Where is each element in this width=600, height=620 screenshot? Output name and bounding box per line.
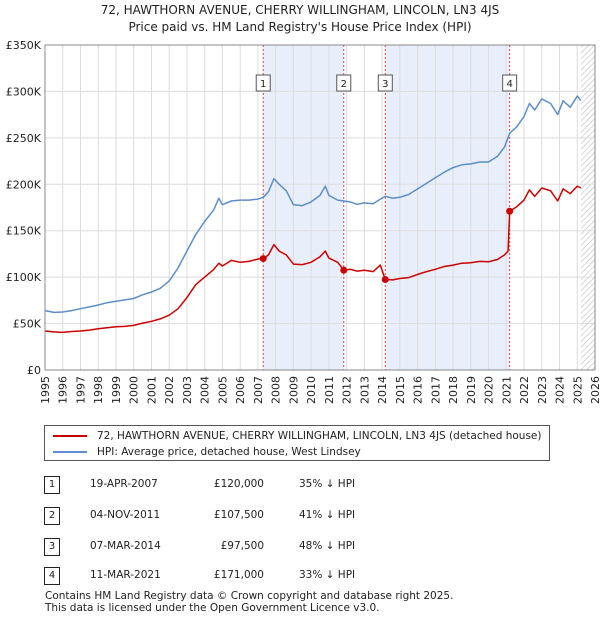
legend-swatch-property [53,435,87,437]
y-tick-label: £350K [6,39,42,52]
x-tick-label: 1996 [57,376,70,404]
forecast-hatch [580,45,595,370]
x-tick-label: 1997 [75,376,88,404]
transaction-hpi: 35% ↓ HPI [299,478,356,490]
x-tick-label: 2004 [199,376,212,404]
property-price-line [44,185,582,334]
footer-line-1: Contains HM Land Registry data © Crown c… [45,590,454,602]
x-tick-label: 2001 [146,376,159,404]
x-tick-label: 2020 [483,376,496,404]
transaction-price: £107,500 [213,509,264,521]
transaction-row-1: 1 19-APR-2007 £120,000 35% ↓ HPI [44,476,464,498]
transaction-number: 4 [44,567,60,585]
plot-frame [44,44,596,371]
x-tick-label: 2010 [305,376,318,404]
transaction-number: 2 [44,507,60,525]
y-tick-label: £300K [6,85,42,98]
x-tick-label: 2019 [465,376,478,404]
transaction-price: £171,000 [213,569,264,581]
x-tick-label: 2025 [571,376,584,404]
x-tick-label: 2012 [341,376,354,404]
transaction-date: 11-MAR-2021 [90,569,161,581]
x-tick-label: 2026 [589,376,600,404]
x-tick-label: 2011 [323,376,336,404]
legend-label-hpi: HPI: Average price, detached house, West… [97,446,361,458]
transaction-number: 1 [44,476,60,494]
x-tick-label: 2015 [394,376,407,404]
transaction-number: 3 [44,538,60,556]
x-tick-label: 1995 [39,376,52,404]
sale-marker-box [255,74,271,92]
chart-title-line2: Price paid vs. HM Land Registry's House … [128,20,471,34]
sale-marker-box [336,74,352,92]
x-tick-label: 2002 [163,376,176,404]
sale-marker-label: 1 [260,79,266,90]
price-chart: 72, HAWTHORN AVENUE, CHERRY WILLINGHAM, … [6,3,600,404]
footer-line-2: This data is licensed under the Open Gov… [45,602,380,614]
chart-title-line1: 72, HAWTHORN AVENUE, CHERRY WILLINGHAM, … [101,3,500,17]
sale-point [259,255,267,263]
x-tick-label: 2013 [358,376,371,404]
x-tick-label: 2014 [376,376,389,404]
x-tick-label: 2007 [252,376,265,404]
x-tick-label: 2017 [429,376,442,404]
sale-marker-box [377,74,393,92]
legend-item-hpi: HPI: Average price, detached house, West… [53,444,361,460]
y-tick-label: £250K [6,132,42,145]
x-tick-label: 1998 [92,376,105,404]
legend-swatch-hpi [53,451,87,453]
y-tick-label: £150K [6,225,42,238]
x-tick-label: 2006 [234,376,247,404]
transaction-price: £120,000 [213,478,264,490]
ownership-shading [263,45,344,370]
legend-label-property: 72, HAWTHORN AVENUE, CHERRY WILLINGHAM, … [97,430,542,442]
transaction-hpi: 41% ↓ HPI [299,509,356,521]
sale-marker-box [502,74,518,92]
transaction-row-4: 4 11-MAR-2021 £171,000 33% ↓ HPI [44,567,464,589]
sale-marker-label: 2 [341,79,347,90]
x-tick-label: 2003 [181,376,194,404]
x-tick-label: 2008 [270,376,283,404]
legend: 72, HAWTHORN AVENUE, CHERRY WILLINGHAM, … [44,425,550,461]
y-tick-label: £200K [6,178,42,191]
transaction-hpi: 48% ↓ HPI [299,540,356,552]
hpi-line [44,95,582,314]
transaction-hpi: 33% ↓ HPI [299,569,356,581]
transaction-row-3: 3 07-MAR-2014 £97,500 48% ↓ HPI [44,538,464,560]
sale-marker-label: 3 [382,79,388,90]
legend-item-property: 72, HAWTHORN AVENUE, CHERRY WILLINGHAM, … [53,428,541,444]
y-tick-label: £0 [27,364,41,377]
x-tick-label: 2021 [500,376,513,404]
sale-point [381,275,389,283]
transaction-row-2: 2 04-NOV-2011 £107,500 41% ↓ HPI [44,507,464,529]
sale-point [340,266,348,274]
x-tick-label: 2016 [412,376,425,404]
x-tick-label: 2009 [287,376,300,404]
x-tick-label: 2023 [536,376,549,404]
transaction-date: 04-NOV-2011 [90,509,161,521]
transaction-date: 19-APR-2007 [90,478,158,490]
ownership-shading [385,45,510,370]
y-tick-label: £50K [13,318,42,331]
x-tick-label: 2005 [216,376,229,404]
transaction-date: 07-MAR-2014 [90,540,161,552]
x-tick-label: 2000 [128,376,141,404]
footer-attribution: Contains HM Land Registry data © Crown c… [45,590,453,614]
x-tick-label: 1999 [110,376,123,404]
x-tick-label: 2018 [447,376,460,404]
sale-marker-label: 4 [506,79,512,90]
x-tick-label: 2022 [518,376,531,404]
x-tick-label: 2024 [554,376,567,404]
sale-point [506,207,514,215]
y-tick-label: £100K [6,271,42,284]
transaction-price: £97,500 [220,540,264,552]
